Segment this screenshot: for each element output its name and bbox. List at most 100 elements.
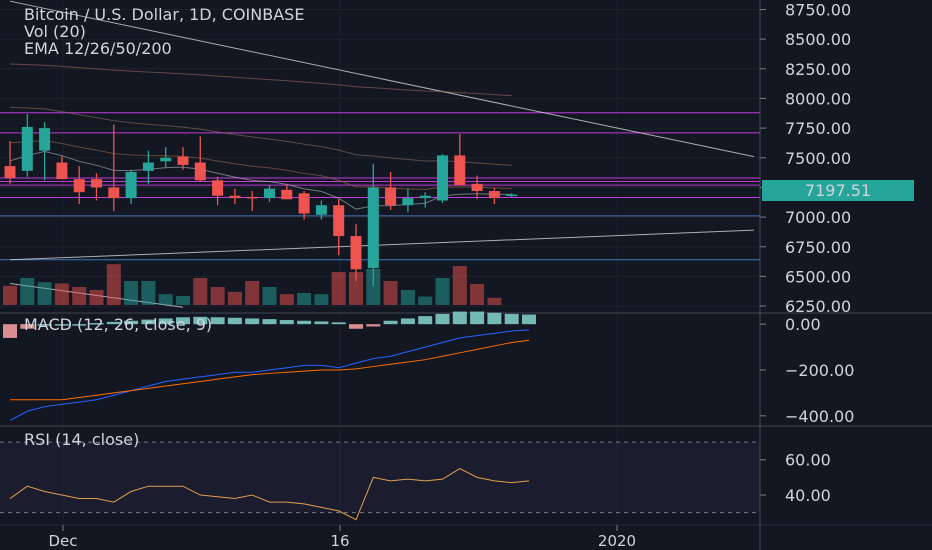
macd-histogram-bar [331, 322, 346, 325]
macd-histogram-bar [470, 311, 485, 325]
macd-histogram-bar [400, 318, 415, 325]
macd-histogram-bar [72, 324, 87, 326]
ema-line [9, 150, 512, 210]
candle-body [229, 195, 241, 199]
macd-histogram-bar [3, 324, 17, 338]
price-tick-label: 6750.00 [785, 238, 851, 257]
trend-line [9, 0, 755, 158]
macd-histogram-bar [37, 324, 52, 326]
macd-histogram-bar [210, 317, 225, 325]
candle-body [177, 156, 189, 165]
candle-body [315, 205, 327, 215]
candle-body [367, 187, 379, 269]
volume-bar [418, 296, 433, 305]
ema-line [9, 140, 512, 190]
volume-bar [383, 281, 398, 305]
rsi-pane [0, 441, 760, 521]
candle-body [4, 166, 16, 178]
candle-body [108, 187, 120, 199]
price-tick-label: 6500.00 [785, 267, 851, 286]
candle-body [246, 196, 258, 199]
candle-body [56, 162, 68, 180]
price-tick-label: 8750.00 [785, 0, 851, 19]
candle-body [419, 195, 431, 199]
rsi-tick-label: 60.00 [785, 451, 831, 470]
macd-histogram-bar [193, 316, 208, 325]
ema-line [9, 106, 512, 166]
volume-bar [279, 294, 294, 305]
macd-histogram-bar [227, 317, 242, 325]
price-axis[interactable]: 8750.00 8500.00 8250.00 8000.00 7750.00 7500.… [759, 0, 854, 550]
price-tick-label: 7000.00 [785, 208, 851, 227]
price-tick-label: 7500.00 [785, 149, 851, 168]
price-tick-label: 8500.00 [785, 30, 851, 49]
macd-histogram-bar [297, 320, 312, 325]
candle-body [350, 236, 362, 270]
candle-body [454, 155, 466, 186]
volume-bar [487, 297, 502, 305]
macd-indicator-label: MACD (12, 26, close, 9) [24, 315, 212, 334]
volume-bar [262, 287, 277, 305]
macd-pane [3, 311, 536, 421]
price-tick-label: 8000.00 [785, 89, 851, 108]
candle-body [488, 190, 500, 199]
candle-body [402, 198, 414, 206]
candle-body [142, 162, 154, 171]
time-tick-label: 2020 [598, 532, 636, 550]
time-axis[interactable]: Dec 16 2020 [48, 525, 636, 550]
candles [4, 113, 518, 286]
volume-bar [452, 266, 467, 305]
candle-body [298, 193, 310, 214]
signal-line [10, 339, 530, 401]
ema-lines [9, 63, 512, 210]
volume-bar [158, 294, 173, 305]
macd-histogram-bar [314, 321, 329, 325]
macd-histogram-bar [522, 314, 536, 325]
time-tick-label: 16 [330, 532, 349, 550]
macd-histogram-bar [279, 320, 294, 325]
volume-bar [3, 285, 17, 305]
volume-bar [400, 290, 415, 305]
volume-bar [176, 296, 190, 305]
macd-histogram-bar [349, 324, 363, 329]
candle-body [160, 157, 172, 162]
volume-bar [37, 282, 52, 305]
candle-body [471, 183, 483, 191]
volume-bar [349, 272, 363, 305]
macd-histogram-bar [383, 320, 398, 325]
candle-body [194, 162, 206, 181]
trend-line [9, 229, 754, 261]
volume-bar [72, 287, 87, 305]
volume-bar [314, 294, 329, 305]
candle-body [39, 128, 51, 151]
candle-body [437, 155, 448, 201]
candle-body [281, 189, 293, 200]
macd-tick-label: 0.00 [785, 315, 821, 334]
macd-histogram-bar [418, 316, 433, 325]
price-tick-label: 8250.00 [785, 60, 851, 79]
macd-histogram-bar [106, 321, 121, 325]
candle-body [73, 179, 85, 193]
volume-indicator-label: Vol (20) [24, 22, 86, 41]
volume-bar [210, 287, 225, 305]
volume-bar [366, 269, 381, 305]
macd-histogram-bar [435, 313, 450, 325]
volume-bar [331, 272, 346, 305]
volume-bar [227, 291, 242, 305]
time-tick-label: Dec [48, 532, 77, 550]
candle-body [125, 172, 137, 199]
macd-histogram-bar [158, 318, 173, 325]
macd-histogram-bar [262, 319, 277, 325]
macd-histogram-bar [89, 323, 104, 325]
symbol-title: Bitcoin / U.S. Dollar, 1D, COINBASE [24, 5, 304, 24]
volume-bar [20, 278, 35, 305]
candle-body [91, 179, 102, 188]
rsi-tick-label: 40.00 [785, 486, 831, 505]
volume-bar [124, 281, 139, 305]
macd-histogram-bar [487, 312, 502, 325]
macd-tick-label: −200.00 [785, 361, 854, 380]
macd-histogram-bar [245, 318, 260, 325]
volume-bar [89, 290, 104, 305]
macd-histogram-bar [20, 324, 35, 329]
